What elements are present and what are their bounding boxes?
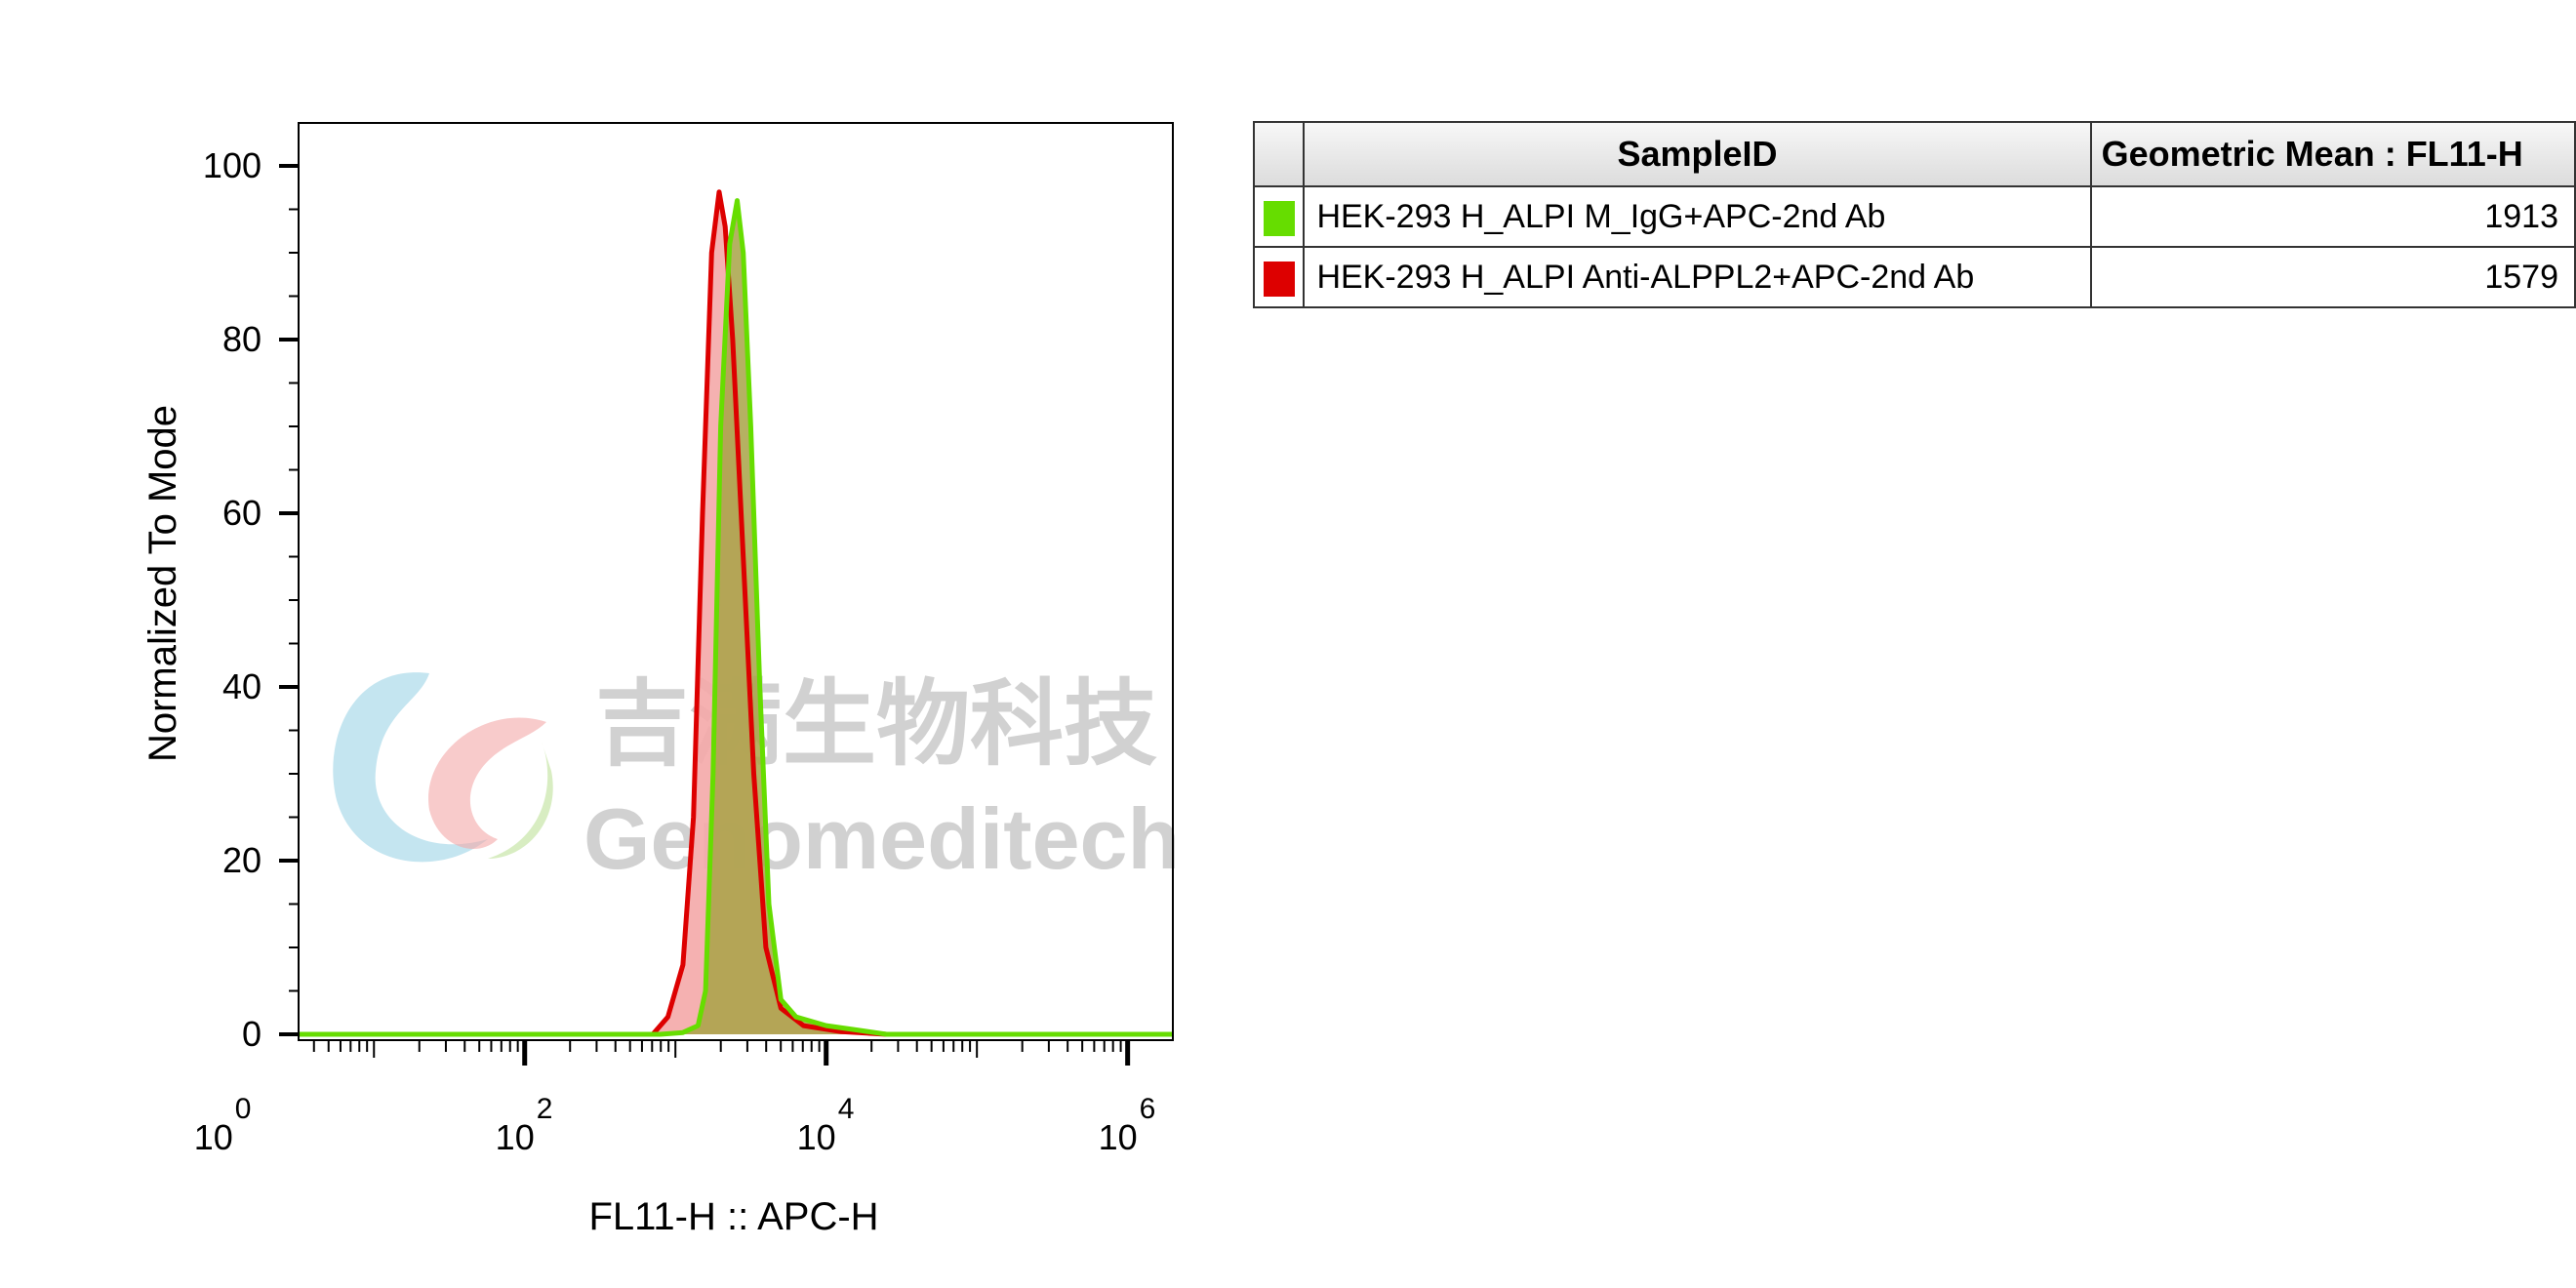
y-tick-label: 100 (203, 145, 262, 185)
legend-row: HEK-293 H_ALPI Anti-ALPPL2+APC-2nd Ab 15… (1252, 246, 2576, 308)
y-tick-label: 0 (242, 1014, 262, 1054)
watermark-logo-green (488, 742, 553, 859)
y-tick-label: 40 (222, 666, 262, 706)
x-tick-exponent: 0 (235, 1093, 252, 1125)
x-tick-exponent: 2 (537, 1093, 553, 1125)
legend-row: HEK-293 H_ALPI M_IgG+APC-2nd Ab 1913 (1252, 185, 2576, 248)
legend-header-row: SampleID Geometric Mean : FL11-H (1252, 121, 2576, 187)
y-axis-label: Normalized To Mode (141, 405, 184, 762)
x-axis-label: FL11-H :: APC-H (588, 1195, 878, 1238)
legend-header-swatch (1252, 121, 1306, 187)
legend-table: SampleID Geometric Mean : FL11-H HEK-293… (1252, 121, 2576, 308)
watermark: 吉满生物科技 Genomeditech (333, 669, 1180, 887)
legend-swatch-cell (1252, 185, 1306, 248)
legend-sample-name: HEK-293 H_ALPI Anti-ALPPL2+APC-2nd Ab (1303, 246, 2092, 308)
legend-geometric-mean: 1579 (2089, 246, 2576, 308)
y-tick-label: 60 (222, 493, 262, 533)
legend-swatch-red (1263, 261, 1295, 297)
x-tick-label: 10 (194, 1117, 233, 1157)
legend-swatch-green (1263, 200, 1295, 236)
watermark-english-text: Genomeditech (584, 790, 1180, 887)
watermark-logo-red (428, 717, 546, 849)
y-tick-label: 80 (222, 319, 262, 359)
legend-header-sample: SampleID (1303, 121, 2092, 187)
x-tick-label: 10 (1099, 1117, 1138, 1157)
series-line-green (299, 198, 1173, 1037)
watermark-logo-blue (333, 672, 488, 863)
x-tick-label: 10 (797, 1117, 836, 1157)
x-tick-exponent: 6 (1140, 1093, 1156, 1125)
watermark-chinese-text: 吉满生物科技 (595, 669, 1157, 779)
y-tick-label: 20 (222, 840, 262, 880)
legend-sample-name: HEK-293 H_ALPI M_IgG+APC-2nd Ab (1303, 185, 2092, 248)
plot-frame (298, 122, 1174, 1041)
series-area-green (299, 200, 1173, 1035)
legend-header-value: Geometric Mean : FL11-H (2089, 121, 2576, 187)
x-tick-exponent: 4 (838, 1093, 855, 1125)
legend-geometric-mean: 1913 (2089, 185, 2576, 248)
x-tick-label: 10 (496, 1117, 535, 1157)
legend-swatch-cell (1252, 246, 1306, 308)
series-layer (299, 189, 1173, 1037)
